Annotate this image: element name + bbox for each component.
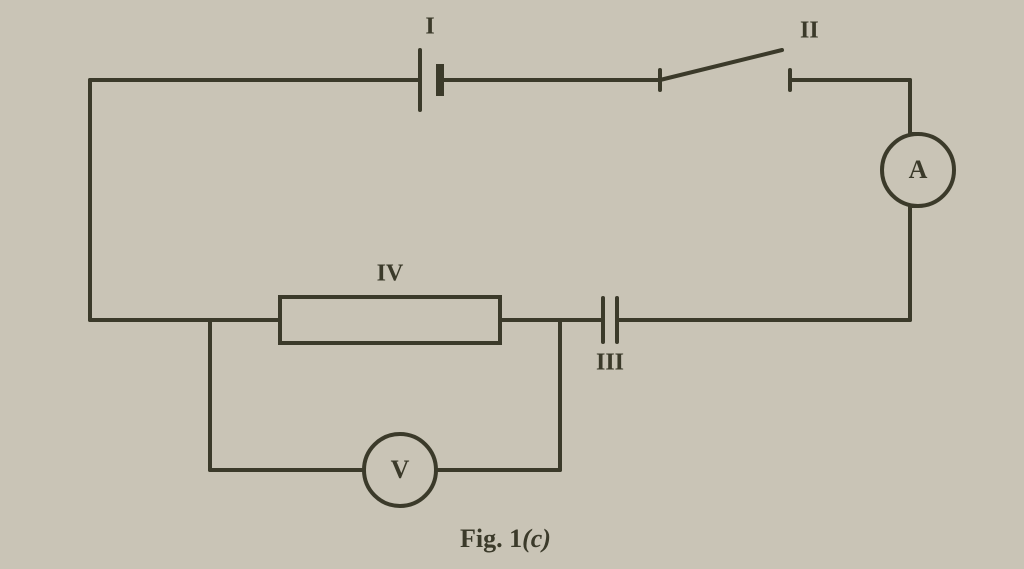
svg-text:V: V (391, 455, 410, 484)
svg-text:IV: IV (377, 261, 404, 287)
svg-text:I: I (425, 14, 434, 40)
svg-text:II: II (800, 18, 819, 44)
circuit-diagram: IIIAIIIIVVFig. 1(c) (0, 0, 1024, 569)
svg-text:A: A (909, 155, 928, 184)
svg-text:III: III (596, 350, 624, 376)
svg-text:Fig. 1(c): Fig. 1(c) (460, 524, 551, 553)
